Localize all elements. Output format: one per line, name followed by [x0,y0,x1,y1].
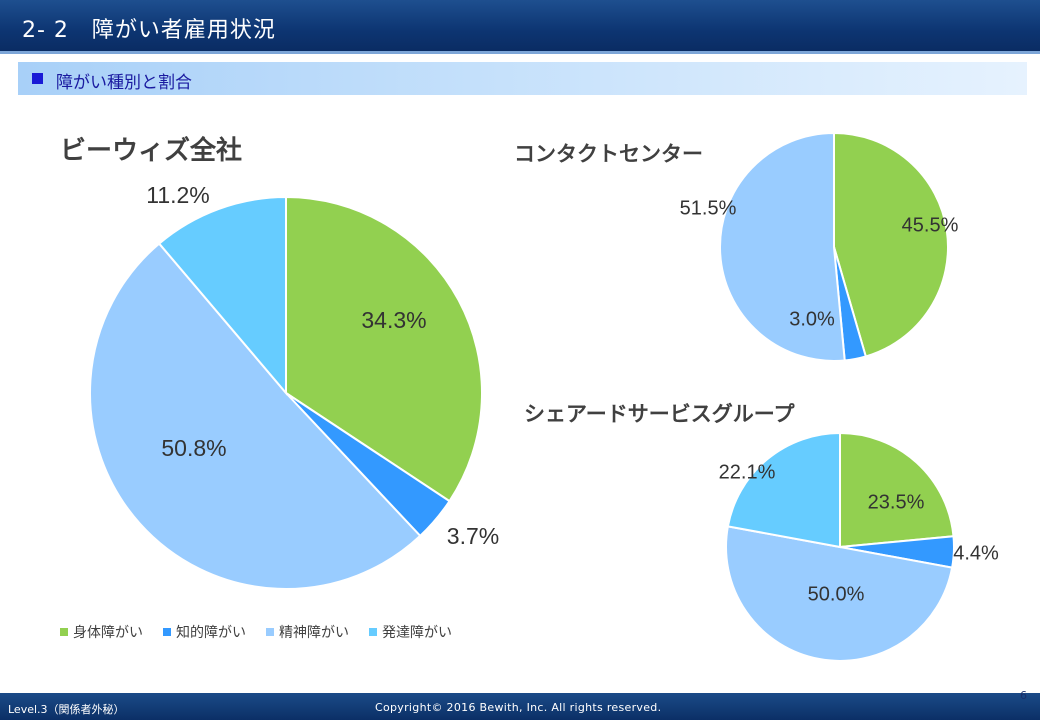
page-number: 6 [1020,689,1027,702]
data-label-company-2: 50.8% [161,435,226,461]
legend-swatch [163,628,171,636]
pie-slice-company-3 [157,195,287,396]
pie-slice-shared-service-3 [726,431,841,549]
legend-item: 発達障がい [369,622,452,642]
data-label-shared-service-1: 4.4% [953,542,999,564]
chart-title-contact-center: コンタクトセンター [514,142,703,166]
data-label-contact-center-0: 45.5% [902,214,959,236]
pie-slice-contact-center-0 [833,131,949,358]
data-label-shared-service-2: 50.0% [808,583,865,605]
legend-label: 発達障がい [382,625,452,641]
legend-label: 身体障がい [73,625,143,641]
legend-label: 精神障がい [279,625,349,641]
data-label-company-1: 3.7% [447,523,499,549]
section-header: 障がい種別と割合 [18,62,1027,95]
legend-label: 知的障がい [176,625,246,641]
copyright-text: Copyright© 2016 Bewith, Inc. All rights … [375,701,662,714]
legend-swatch [60,628,68,636]
data-label-contact-center-1: 3.0% [789,308,835,330]
legend-swatch [369,628,377,636]
chart-legend: 身体障がい 知的障がい 精神障がい 発達障がい [60,622,472,642]
pie-slice-shared-service-2 [725,525,954,662]
pie-slice-contact-center-2 [719,131,846,362]
pie-slice-company-2 [89,242,422,590]
legend-swatch [266,628,274,636]
chart-title-company: ビーウィズ全社 [60,136,243,166]
data-label-company-3: 11.2% [146,182,210,208]
confidentiality-label: Level.3（関係者外秘） [8,703,125,716]
data-label-shared-service-0: 23.5% [868,491,925,513]
chart-title-shared-service: シェアードサービスグループ [524,402,795,426]
pie-slice-shared-service-0 [839,431,955,549]
legend-item: 精神障がい [266,622,349,642]
data-label-shared-service-3: 22.1% [719,461,776,483]
slide-footer: Level.3（関係者外秘） Copyright© 2016 Bewith, I… [0,689,1040,720]
slide-title: 2- 2 障がい者雇用状況 [22,18,276,43]
legend-item: 知的障がい [163,622,246,642]
data-label-company-0: 34.3% [361,307,426,333]
section-title: 障がい種別と割合 [56,73,192,93]
data-label-contact-center-2: 51.5% [680,197,737,219]
slide-header: 2- 2 障がい者雇用状況 [0,0,1040,54]
legend-item: 身体障がい [60,622,143,642]
section-marker-icon [32,73,43,84]
